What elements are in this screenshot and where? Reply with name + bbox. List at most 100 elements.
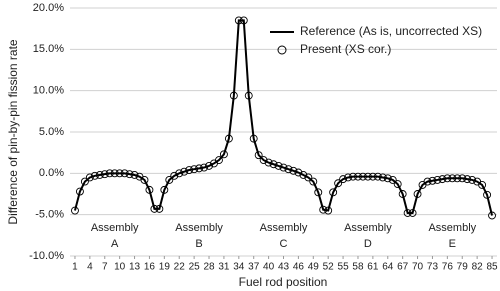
- x-tick-label: 85: [486, 262, 498, 273]
- data-point: [448, 174, 457, 183]
- data-point: [130, 171, 139, 179]
- y-tick-label: -5.0%: [35, 209, 64, 221]
- data-point: [195, 164, 204, 173]
- data-point: [105, 169, 114, 178]
- data-point: [363, 172, 372, 181]
- data-point: [349, 172, 357, 181]
- data-point: [483, 190, 492, 199]
- x-tick-label: 61: [367, 262, 379, 273]
- data-point: [279, 163, 288, 172]
- y-axis-title: Difference of pin-by-pin fission rate: [6, 39, 20, 225]
- data-point: [304, 173, 313, 182]
- data-point: [344, 173, 352, 182]
- data-point: [378, 173, 387, 182]
- data-point: [185, 166, 194, 174]
- data-point: [259, 156, 268, 165]
- data-point: [224, 134, 233, 143]
- annotation: B: [195, 238, 202, 250]
- data-point: [468, 175, 477, 184]
- annotation: D: [364, 238, 372, 250]
- data-point: [150, 204, 159, 213]
- data-point: [110, 169, 119, 178]
- y-tick-label: 20.0%: [33, 2, 64, 14]
- data-point: [438, 175, 447, 184]
- data-point: [334, 179, 343, 188]
- x-tick-label: 13: [129, 262, 141, 273]
- x-tick-label: 49: [308, 262, 320, 273]
- x-tick-label: 37: [248, 262, 260, 273]
- data-point: [145, 185, 154, 194]
- data-point: [413, 190, 422, 198]
- annotation: Assembly: [91, 222, 139, 234]
- x-tick-label: 10: [114, 262, 126, 273]
- data-point: [120, 169, 129, 178]
- data-point: [249, 134, 258, 143]
- x-tick-label: 1: [72, 262, 78, 273]
- data-point: [95, 171, 104, 179]
- y-tick-label: 5.0%: [39, 126, 64, 138]
- data-point: [294, 168, 303, 177]
- data-point: [90, 171, 99, 180]
- data-point: [170, 171, 179, 180]
- data-point: [140, 175, 149, 184]
- data-point: [244, 91, 253, 100]
- data-point: [373, 172, 382, 181]
- data-point: [299, 171, 308, 179]
- y-tick-label: 15.0%: [33, 43, 64, 55]
- data-point: [408, 209, 417, 217]
- x-tick-label: 7: [102, 262, 108, 273]
- x-tick-label: 40: [263, 262, 275, 273]
- data-point: [160, 185, 169, 194]
- data-point: [85, 173, 94, 182]
- x-tick-label: 46: [293, 262, 305, 273]
- data-point: [219, 150, 228, 159]
- x-tick-label: 52: [323, 262, 335, 273]
- x-tick-label: 34: [233, 262, 245, 273]
- annotation: Assembly: [344, 222, 392, 234]
- data-point: [314, 188, 323, 197]
- data-point: [234, 16, 243, 25]
- x-tick-label: 79: [457, 262, 469, 273]
- data-point: [175, 169, 184, 178]
- data-point: [309, 177, 318, 186]
- data-point: [443, 174, 452, 183]
- annotation: E: [449, 238, 456, 250]
- data-point: [289, 166, 298, 175]
- data-point: [339, 175, 348, 184]
- annotation: C: [280, 238, 288, 250]
- x-tick-label: 67: [397, 262, 409, 273]
- data-point: [229, 91, 238, 100]
- data-point: [393, 180, 402, 189]
- annotation: Assembly: [260, 222, 308, 234]
- annotation: A: [111, 238, 119, 250]
- legend-marker: [277, 45, 287, 55]
- data-point: [100, 170, 109, 179]
- x-tick-label: 31: [218, 262, 230, 273]
- data-point: [383, 174, 392, 183]
- data-point: [200, 163, 209, 172]
- y-tick-label: 0.0%: [39, 167, 64, 179]
- annotation: Assembly: [428, 222, 476, 234]
- data-point: [155, 204, 164, 213]
- data-point: [269, 160, 278, 169]
- data-point: [488, 211, 496, 220]
- data-point: [71, 206, 79, 215]
- data-point: [423, 177, 432, 186]
- data-point: [115, 169, 124, 178]
- data-point: [329, 188, 338, 197]
- data-point: [190, 165, 199, 174]
- series-line: [73, 19, 494, 216]
- data-point: [180, 167, 189, 176]
- data-point: [324, 206, 333, 215]
- x-tick-label: 43: [278, 262, 290, 273]
- data-point: [388, 175, 397, 184]
- data-point: [358, 172, 367, 181]
- x-tick-label: 58: [352, 262, 364, 273]
- x-tick-label: 16: [144, 262, 156, 273]
- x-tick-label: 70: [412, 262, 424, 273]
- data-point: [398, 190, 407, 198]
- data-point: [75, 187, 84, 196]
- data-point: [80, 177, 89, 186]
- data-point: [284, 165, 293, 174]
